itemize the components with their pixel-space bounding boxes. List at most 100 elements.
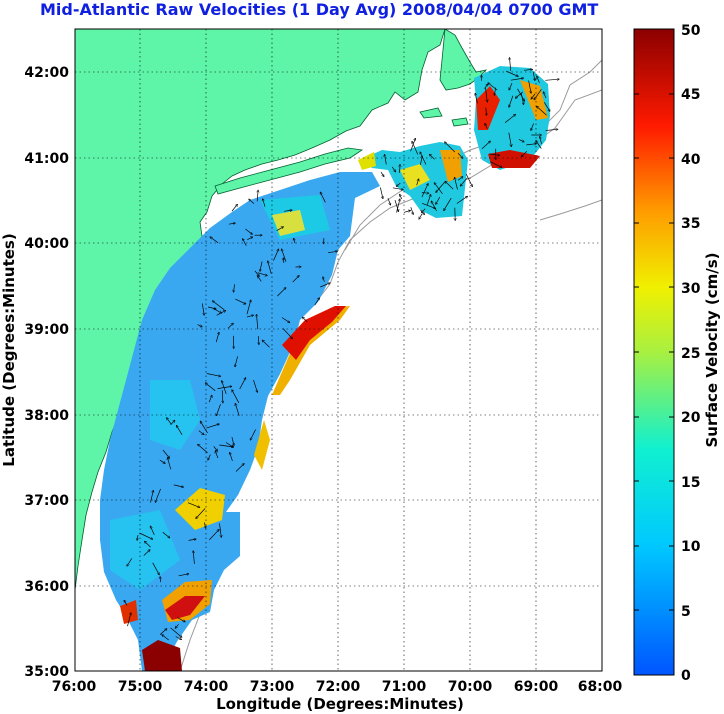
y-tick-label: 41:00 (24, 151, 69, 167)
velocity-arrow (208, 454, 211, 461)
velocity-arrow (486, 107, 487, 116)
velocity-arrow (137, 535, 138, 540)
velocity-arrow (213, 301, 225, 311)
velocity-arrow (276, 227, 284, 232)
velocity-arrow (522, 151, 528, 156)
velocity-arrow (197, 324, 203, 327)
velocity-arrow (410, 207, 414, 214)
velocity-arrow (281, 317, 290, 323)
velocity-arrow (434, 183, 443, 195)
velocity-arrow (219, 523, 222, 537)
velocity-arrow (127, 558, 133, 566)
velocity-arrow (239, 378, 246, 390)
velocity-arrow (222, 390, 223, 403)
velocity-arrow (246, 315, 254, 318)
hotspot (175, 488, 225, 530)
velocity-arrow (410, 138, 416, 152)
colorbar-tick-label: 10 (681, 539, 701, 555)
velocity-arrow (526, 144, 536, 145)
velocity-arrow (508, 132, 512, 147)
velocity-arrow (231, 204, 237, 212)
velocity-arrow (177, 617, 185, 622)
velocity-arrow (445, 181, 454, 190)
velocity-arrow (205, 383, 216, 391)
velocity-arrow (198, 430, 204, 435)
velocity-arrow (198, 444, 208, 454)
colorbar-label: Surface Velocity (cm/s) (703, 252, 721, 447)
colorbar-tick-label: 30 (681, 281, 701, 297)
hotspot (272, 306, 350, 395)
velocity-arrow (235, 356, 238, 366)
velocity-arrow (228, 223, 235, 224)
velocity-arrow (175, 636, 182, 640)
velocity-arrow (544, 102, 550, 111)
velocity-arrow (187, 502, 200, 508)
velocity-arrow (162, 635, 169, 641)
velocity-arrow (227, 323, 233, 329)
hotspot (165, 596, 205, 620)
hotspot (272, 210, 305, 236)
velocity-arrow (328, 251, 337, 254)
velocity-arrow (173, 484, 184, 487)
velocity-arrow (456, 196, 468, 204)
velocity-arrow (201, 303, 204, 315)
velocity-arrow (246, 300, 251, 315)
velocity-arrow (260, 261, 263, 272)
velocity-arrow (387, 198, 391, 205)
velocity-arrow (517, 88, 525, 101)
colorbar (633, 28, 675, 676)
velocity-arrow (216, 404, 221, 416)
velocity-arrow (536, 141, 542, 149)
velocity-arrow (213, 446, 218, 451)
y-tick-label: 37:00 (24, 493, 69, 509)
velocity-arrow (159, 459, 165, 463)
y-axis-label: Latitude (Degrees:Minutes) (0, 233, 18, 466)
velocity-arrow (263, 199, 266, 207)
velocity-arrow (444, 197, 452, 211)
velocity-arrow (420, 210, 425, 214)
velocity-arrow (243, 239, 247, 246)
velocity-arrow (385, 155, 387, 165)
velocity-arrow (455, 177, 458, 190)
velocity-arrow (150, 526, 155, 536)
velocity-arrow (518, 139, 524, 141)
velocity-arrow (249, 199, 255, 204)
velocity-arrow (392, 187, 403, 190)
velocity-arrow (545, 129, 558, 130)
velocity-arrow (217, 386, 232, 389)
velocity-arrow (431, 201, 437, 212)
velocity-arrow (213, 308, 222, 313)
velocity-arrow (543, 92, 547, 99)
velocity-arrow (188, 539, 196, 540)
velocity-arrow (532, 71, 535, 81)
velocity-arrow (230, 452, 233, 462)
velocity-arrow (420, 156, 422, 165)
velocity-arrow (219, 444, 233, 447)
velocity-arrow (159, 629, 167, 635)
velocity-arrow (215, 451, 219, 459)
velocity-arrow (253, 379, 258, 392)
colorbar-tick-label: 15 (681, 475, 700, 491)
velocity-arrow (475, 93, 478, 104)
velocity-arrow (145, 541, 151, 548)
velocity-arrow (481, 141, 490, 149)
velocity-arrow (167, 418, 172, 425)
plot-title: Mid-Atlantic Raw Velocities (1 Day Avg) … (40, 0, 599, 19)
isobath-contour (539, 199, 602, 221)
x-tick-label: 75:00 (118, 679, 163, 695)
y-tick-label: 40:00 (24, 236, 69, 252)
colorbar-tick-label: 20 (681, 410, 701, 426)
velocity-arrow (193, 551, 194, 564)
colorbar-tick-label: 25 (681, 346, 700, 362)
velocity-arrow (208, 395, 212, 403)
velocity-arrow (540, 137, 542, 144)
velocity-arrow (545, 79, 559, 80)
velocity-arrow (127, 613, 132, 627)
velocity-arrow (206, 373, 221, 377)
velocity-arrow (510, 58, 511, 71)
velocity-arrow (421, 202, 435, 208)
velocity-arrow (534, 89, 542, 99)
velocity-arrow (419, 213, 423, 219)
velocity-arrow (394, 199, 399, 211)
